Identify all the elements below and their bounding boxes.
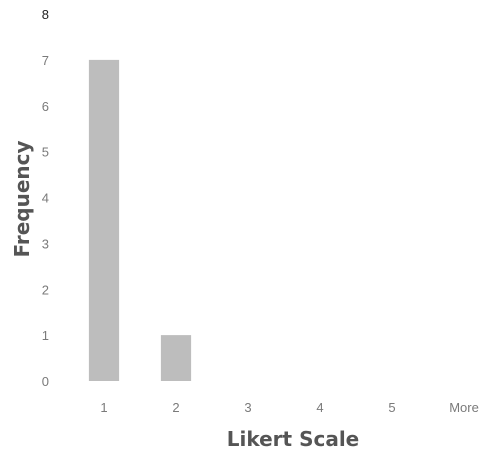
y-axis-title: Frequency: [10, 140, 34, 257]
x-tick-label: 1: [100, 400, 107, 415]
x-axis-ticks: 1 2 3 4 5 More: [100, 400, 478, 415]
bar-1: [88, 59, 120, 382]
y-tick-label: 7: [42, 53, 49, 68]
y-tick-label: 5: [42, 145, 49, 160]
y-tick-label: 4: [42, 191, 49, 206]
x-tick-label: 3: [244, 400, 251, 415]
x-tick-label: More: [449, 400, 479, 415]
bar-2: [160, 335, 192, 381]
y-tick-label: 3: [42, 236, 49, 251]
x-tick-label: 2: [172, 400, 179, 415]
y-tick-label: 1: [42, 328, 49, 343]
bar-series: [88, 59, 192, 382]
y-tick-label: 0: [42, 374, 49, 389]
x-axis-title: Likert Scale: [227, 427, 360, 451]
y-tick-label: 2: [42, 282, 49, 297]
x-tick-label: 5: [388, 400, 395, 415]
x-tick-label: 4: [316, 400, 323, 415]
y-axis-ticks: 0 1 2 3 4 5 6 7 8: [42, 7, 49, 389]
y-tick-label: 8: [42, 7, 49, 22]
y-tick-label: 6: [42, 99, 49, 114]
